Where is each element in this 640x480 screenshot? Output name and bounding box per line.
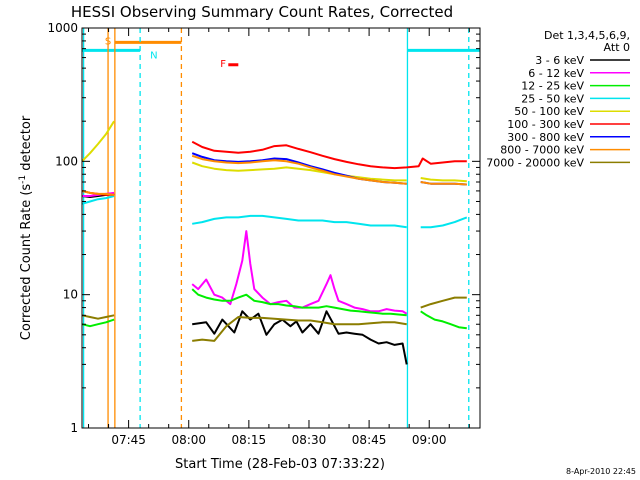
y-tick-label: 100: [55, 154, 78, 168]
series-lines: [81, 120, 468, 365]
x-tick-label: 08:30: [292, 433, 327, 447]
y-axis-label-main: Corrected Count Rate (s: [19, 184, 34, 341]
legend-entry-label: 3 - 6 keV: [535, 54, 584, 67]
legend-entry-label: 50 - 100 keV: [514, 105, 584, 118]
state-flags: S N F: [105, 36, 226, 69]
y-axis-label-exponent: -1: [18, 175, 28, 184]
series-line: [81, 296, 467, 342]
x-tick-label: 08:15: [232, 433, 267, 447]
y-tick-label: 1000: [47, 21, 78, 35]
legend-entry-label: 12 - 25 keV: [521, 80, 584, 93]
y-tick-label: 10: [63, 288, 78, 302]
state-bars: [82, 40, 480, 67]
chart-title: HESSI Observing Summary Count Rates, Cor…: [71, 3, 453, 21]
legend-entry-label: 800 - 7000 keV: [500, 144, 584, 157]
state-flag-label: S: [105, 36, 111, 47]
series-line: [81, 154, 467, 196]
y-axis-label: Corrected Count Rate (s-1 detector: [18, 115, 34, 340]
legend-detectors: Det 1,3,4,5,6,9,: [544, 29, 630, 42]
legend-entry-label: 25 - 50 keV: [521, 92, 584, 105]
attenuator-lines: [82, 28, 470, 428]
x-tick-label: 08:00: [171, 433, 206, 447]
x-tick-label: 07:45: [111, 433, 146, 447]
series-line: [81, 192, 408, 365]
timestamp: 8-Apr-2010 22:45: [566, 467, 636, 476]
legend-entry-label: 100 - 300 keV: [507, 118, 584, 131]
y-axis: 1 10 100 1000: [47, 21, 480, 435]
plot-frame: [81, 27, 481, 429]
series-line: [81, 120, 467, 183]
series-line: [81, 288, 467, 330]
legend-entry-label: 300 - 800 keV: [507, 131, 584, 144]
x-tick-label: 08:45: [352, 433, 387, 447]
state-flag-label: F: [220, 59, 226, 70]
y-tick-label: 1: [70, 421, 78, 435]
legend-entry-label: 6 - 12 keV: [528, 67, 584, 80]
x-axis-label: Start Time (28-Feb-03 07:33:22): [175, 457, 385, 472]
legend-attenuator: Att 0: [604, 41, 630, 54]
x-axis: 07:45 08:00 08:15 08:30 08:45 09:00: [88, 28, 470, 447]
x-tick-label: 09:00: [412, 433, 447, 447]
state-flag-label: N: [150, 50, 157, 61]
y-axis-label-tail: detector: [19, 115, 34, 175]
series-line: [81, 195, 468, 229]
legend-entry-label: 7000 - 20000 keV: [486, 156, 584, 169]
